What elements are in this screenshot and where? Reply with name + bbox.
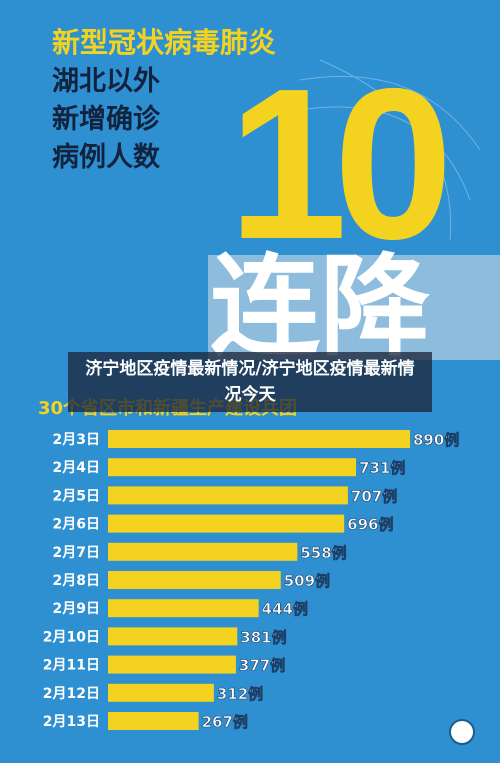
value-label: 381例 bbox=[240, 628, 286, 646]
value-label: 696例 bbox=[347, 516, 393, 534]
bar bbox=[108, 430, 410, 448]
value-label: 267例 bbox=[202, 713, 248, 731]
category-label: 2月6日 bbox=[53, 517, 100, 533]
bar bbox=[108, 655, 236, 674]
value-label: 444例 bbox=[262, 600, 308, 618]
value-label: 312例 bbox=[217, 685, 263, 703]
value-label: 890例 bbox=[413, 431, 459, 449]
value-label: 377例 bbox=[239, 657, 285, 675]
bar bbox=[108, 683, 214, 702]
bar bbox=[108, 571, 281, 589]
category-label: 2月3日 bbox=[53, 432, 100, 448]
bar bbox=[108, 514, 345, 533]
category-label: 2月8日 bbox=[53, 573, 100, 589]
bar bbox=[108, 599, 259, 618]
bar bbox=[108, 712, 199, 730]
bar bbox=[108, 458, 357, 477]
subtitle-line: 新增确诊 bbox=[52, 103, 161, 135]
bar bbox=[108, 542, 298, 561]
category-label: 2月4日 bbox=[53, 460, 100, 476]
category-label: 2月7日 bbox=[53, 545, 100, 561]
caption: 济宁地区疫情最新情况/济宁地区疫情最新情况今天 bbox=[68, 352, 432, 412]
category-label: 2月5日 bbox=[53, 488, 100, 504]
value-label: 731例 bbox=[359, 459, 405, 477]
category-label: 2月9日 bbox=[53, 601, 100, 617]
bar bbox=[108, 486, 348, 505]
subtitle-line: 病例人数 bbox=[52, 142, 161, 173]
decor-lines bbox=[299, 59, 481, 241]
category-label: 2月13日 bbox=[43, 714, 100, 730]
big-text-bg bbox=[208, 255, 500, 360]
category-label: 2月12日 bbox=[43, 686, 100, 702]
category-label: 2月10日 bbox=[43, 629, 100, 645]
bar bbox=[108, 627, 238, 646]
big-number: 10 bbox=[228, 43, 445, 284]
value-label: 707例 bbox=[351, 487, 397, 505]
subtitle-line: 湖北以外 bbox=[52, 66, 160, 97]
title: 新型冠状病毒肺炎 bbox=[52, 26, 276, 59]
category-label: 2月11日 bbox=[43, 658, 100, 674]
value-label: 509例 bbox=[284, 572, 330, 590]
big-text: 连降 bbox=[210, 243, 430, 371]
logo bbox=[449, 719, 475, 745]
value-label: 558例 bbox=[300, 544, 346, 562]
